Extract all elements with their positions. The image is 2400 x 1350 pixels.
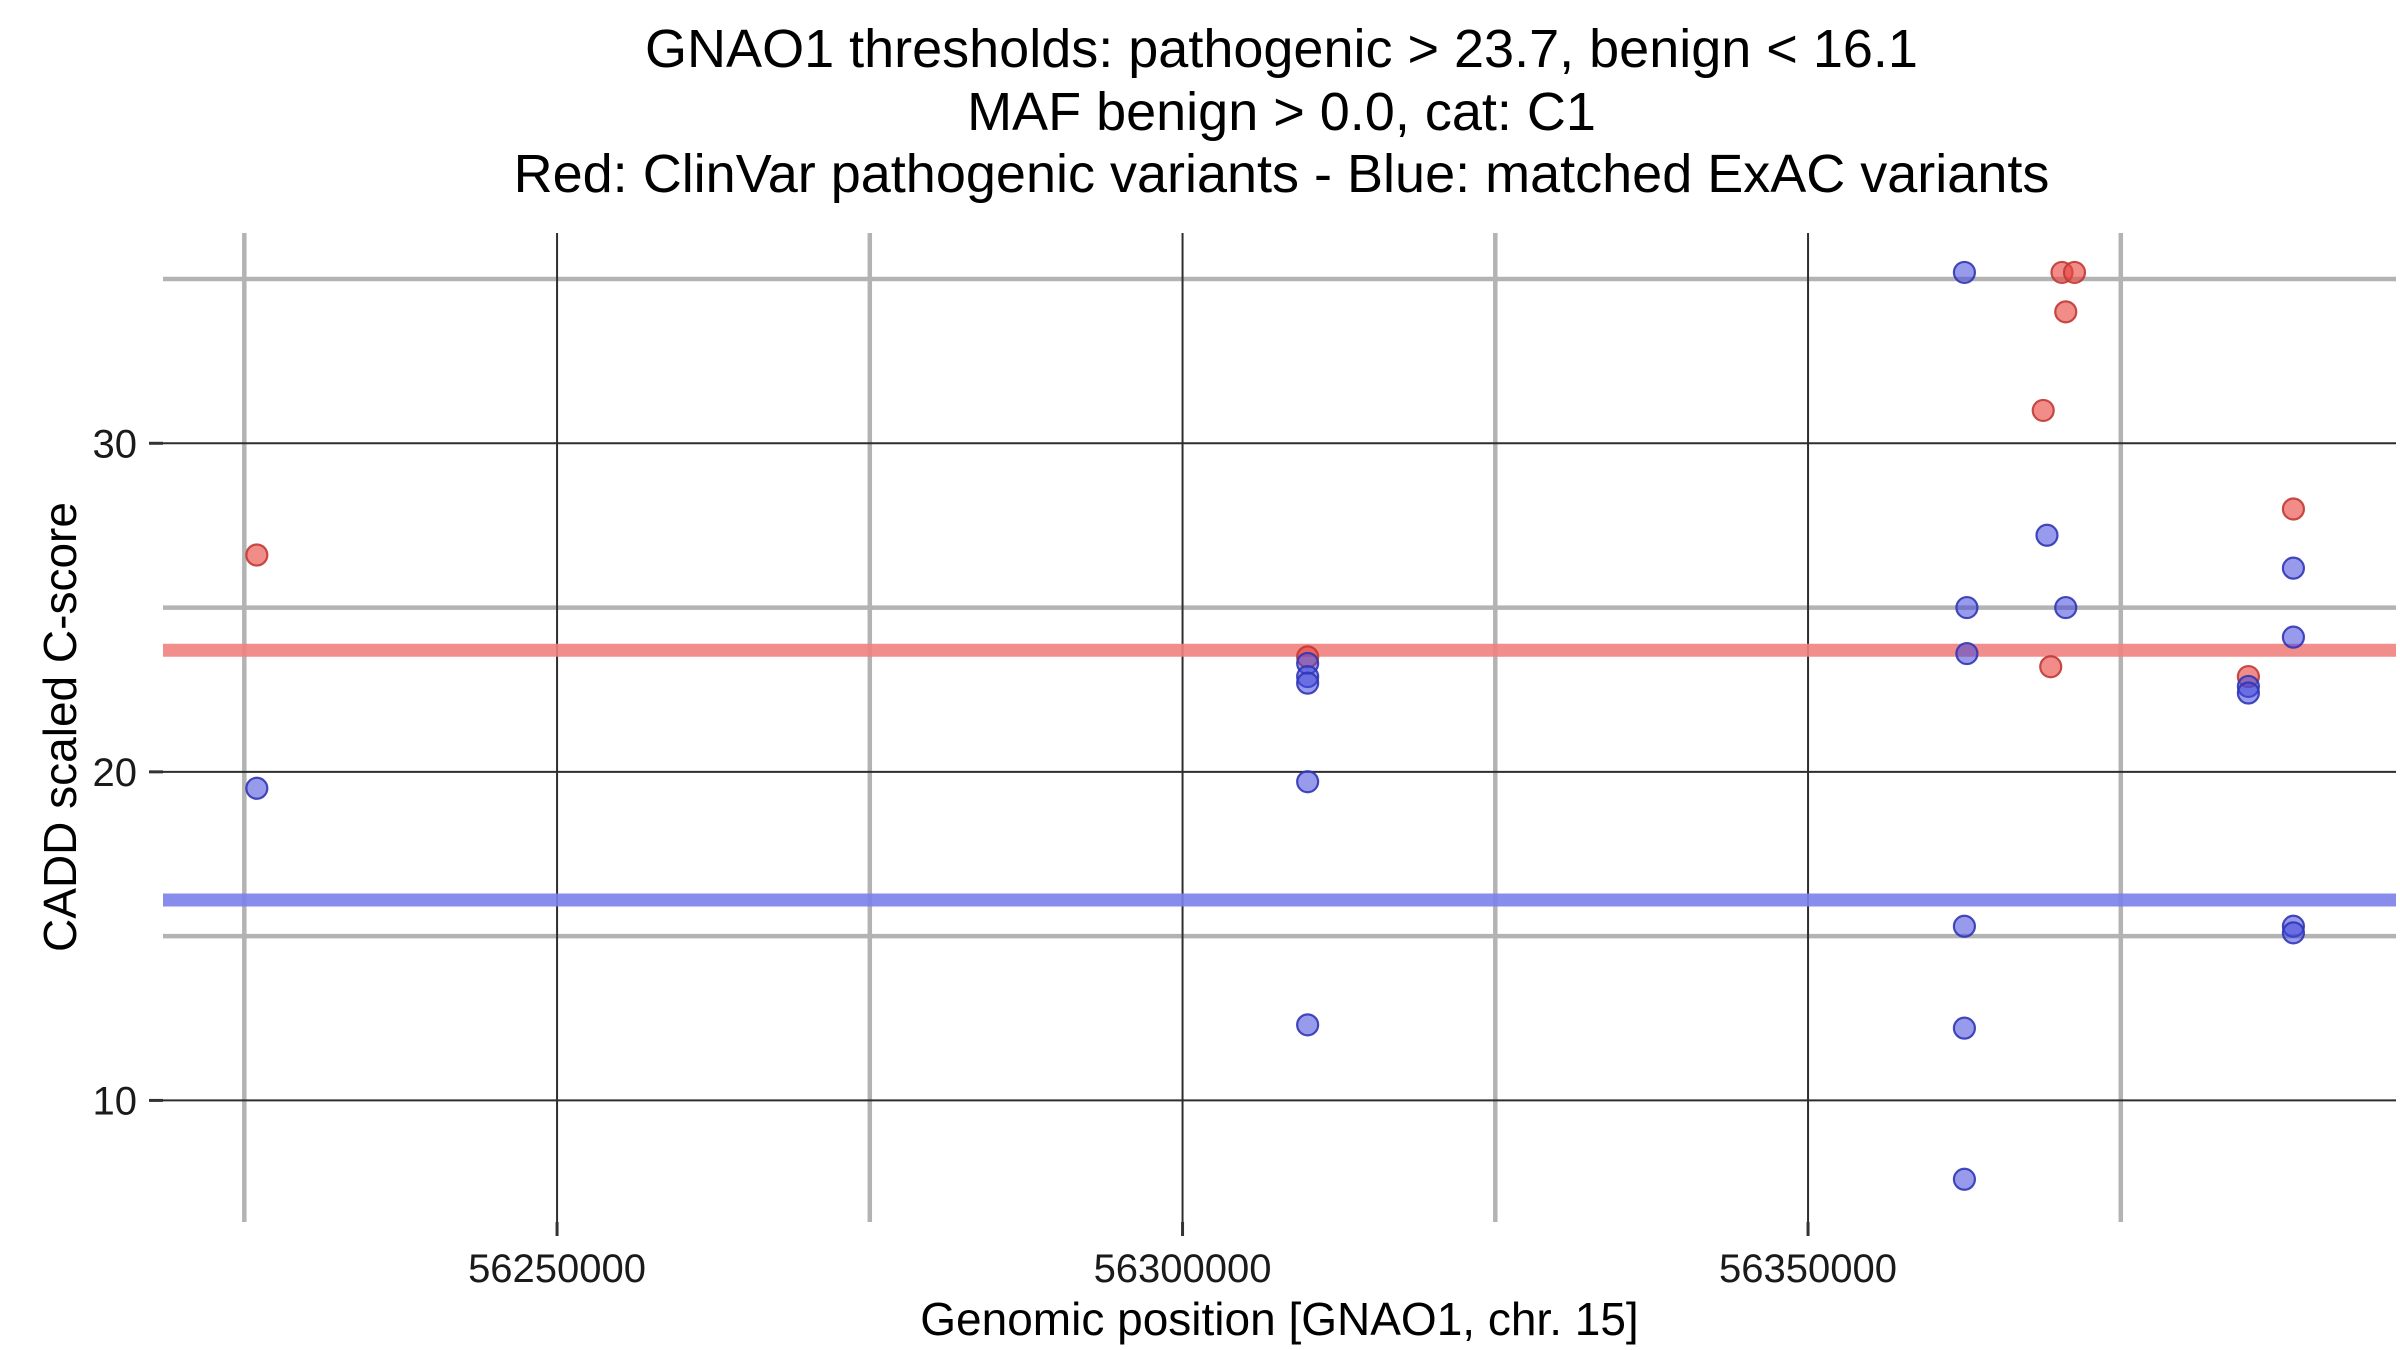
exac-variant-point	[1296, 671, 1320, 695]
y-tick-label: 30	[93, 422, 138, 466]
exac-variant-point	[1296, 1013, 1320, 1037]
exac-variant-point	[2281, 921, 2306, 945]
exac-variant-point	[2236, 681, 2260, 705]
exac-variant-point	[1952, 1016, 1977, 1040]
exac-variant-point	[2054, 595, 2078, 620]
exac-variant-point	[2281, 625, 2306, 649]
exac-variant-point	[1955, 641, 1979, 666]
pathogenic-variant-point	[2281, 497, 2306, 521]
exac-variant-point	[2281, 556, 2306, 580]
x-tick-label: 56350000	[1719, 1247, 1897, 1291]
chart-title-line1: GNAO1 thresholds: pathogenic > 23.7, ben…	[645, 19, 1918, 79]
pathogenic-variant-point	[245, 543, 269, 567]
x-axis-title: Genomic position [GNAO1, chr. 15]	[920, 1293, 1639, 1345]
y-tick-label: 10	[93, 1079, 138, 1123]
pathogenic-variant-point	[2054, 300, 2078, 324]
y-tick-label: 20	[93, 751, 138, 795]
exac-variant-point	[1955, 595, 1979, 620]
x-tick-label: 56300000	[1094, 1247, 1272, 1291]
chart-title: GNAO1 thresholds: pathogenic > 23.7, ben…	[163, 18, 2400, 206]
pathogenic-variant-point	[2062, 260, 2087, 285]
pathogenic-variant-point	[2039, 655, 2063, 679]
exac-variant-point	[245, 776, 269, 800]
exac-variant-point	[2035, 523, 2059, 547]
exac-variant-point	[1952, 1167, 1977, 1191]
pathogenic-variant-point	[2031, 398, 2055, 423]
exac-variant-point	[1296, 770, 1320, 794]
x-tick-label: 56250000	[468, 1247, 646, 1291]
chart-title-line2: MAF benign > 0.0, cat: C1	[967, 81, 1596, 142]
chart-title-line3: Red: ClinVar pathogenic variants - Blue:…	[513, 144, 2050, 205]
exac-variant-point	[1952, 914, 1977, 938]
exac-variant-point	[1952, 260, 1977, 285]
